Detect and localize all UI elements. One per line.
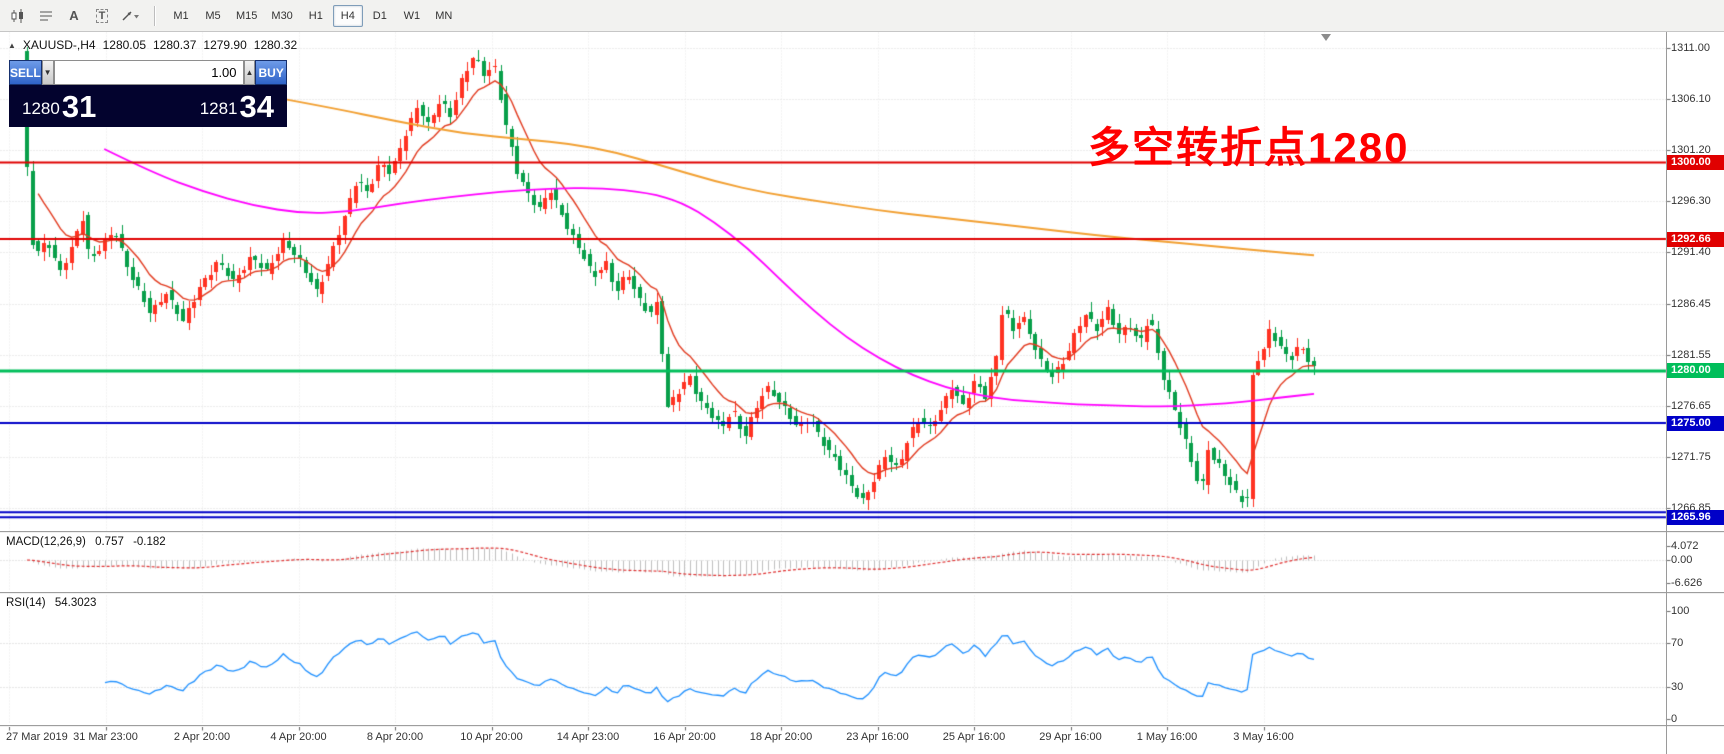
time-axis-label: 16 Apr 20:00 <box>653 731 716 743</box>
price-axis-label: 1306.10 <box>1671 93 1711 106</box>
price-line-tag: 1280.00 <box>1667 363 1724 379</box>
ohlc-low: 1279.90 <box>203 38 247 52</box>
macd-axis-label: 0.00 <box>1671 554 1693 566</box>
macd-panel-separator[interactable] <box>0 531 1724 533</box>
price-line-tag: 1292.66 <box>1667 231 1724 247</box>
lot-decrease-button[interactable]: ▼ <box>41 60 54 85</box>
time-axis-label: 4 Apr 20:00 <box>270 731 327 743</box>
arrows-tool-icon[interactable] <box>117 4 143 28</box>
price-axis-label: 1311.00 <box>1671 42 1710 54</box>
rsi-axis-label: 100 <box>1671 605 1690 617</box>
macd-name: MACD(12,26,9) <box>6 536 86 548</box>
time-axis-label: 8 Apr 20:00 <box>366 731 424 743</box>
expand-ohlc-toggle[interactable]: ▲ <box>8 40 16 50</box>
macd-axis-label: 4.072 <box>1671 539 1699 552</box>
time-axis-label: 27 Mar 2019 <box>6 731 68 743</box>
timeframe-d1[interactable]: D1 <box>372 9 387 22</box>
timeframe-m1[interactable]: M1 <box>173 9 189 22</box>
symbol-period: XAUUSD-,H4 <box>22 38 96 52</box>
chart-shift-marker <box>1321 34 1331 41</box>
rsi-value: 54.3023 <box>54 597 97 609</box>
rsi-axis-label: 0 <box>1671 713 1678 725</box>
ohlc-open: 1280.05 <box>102 38 146 52</box>
macd-axis-label: -6.626 <box>1671 576 1703 589</box>
time-axis-label: 29 Apr 16:00 <box>1039 731 1102 743</box>
rsi-panel-separator[interactable] <box>0 592 1724 594</box>
price-line-tag: 1265.96 <box>1667 509 1724 525</box>
lot-increase-button[interactable]: ▲ <box>243 60 256 85</box>
time-axis-label: 2 Apr 20:00 <box>173 731 231 743</box>
time-axis-label: 23 Apr 16:00 <box>846 731 909 743</box>
macd-indicator-label: MACD(12,26,9) 0.757 -0.182 <box>6 536 172 548</box>
ask-price: 1281 34 <box>200 91 274 122</box>
ask-main-digits: 1281 <box>199 99 238 118</box>
macd-signal-value: -0.182 <box>133 536 166 548</box>
time-axis-label: 14 Apr 23:00 <box>556 731 620 743</box>
time-axis-label: 3 May 16:00 <box>1233 731 1294 743</box>
timeframe-h1[interactable]: H1 <box>308 9 323 22</box>
trade-controls-row: SELL ▼ ▲ BUY <box>9 60 287 85</box>
timeframe-m5[interactable]: M5 <box>205 9 221 22</box>
rsi-indicator-label: RSI(14) 54.3023 <box>6 597 102 609</box>
price-axis-label: 1281.55 <box>1671 348 1711 361</box>
time-axis-label: 1 May 16:00 <box>1136 731 1198 743</box>
price-axis-label: 1301.20 <box>1671 144 1711 157</box>
chart-annotation: 多空转折点1280 <box>1088 124 1410 171</box>
price-axis-label: 1286.45 <box>1671 297 1711 310</box>
one-click-trading-panel: SELL ▼ ▲ BUY 1280 31 1281 34 <box>9 60 287 127</box>
price-axis-label: 1276.65 <box>1671 399 1711 412</box>
ask-big-digits: 34 <box>239 88 274 124</box>
buy-button[interactable]: BUY <box>255 60 287 85</box>
time-axis-label: 18 Apr 20:00 <box>749 731 813 743</box>
rsi-name: RSI(14) <box>6 597 46 609</box>
time-axis-label: 31 Mar 23:00 <box>73 731 138 743</box>
timeframe-mn[interactable]: MN <box>435 9 453 22</box>
timeframe-w1[interactable]: W1 <box>403 9 421 22</box>
timeframe-group: M1 M5 M15 M30 H1 H4 D1 W1 MN <box>166 4 459 27</box>
macd-main-value: 0.757 <box>95 536 124 548</box>
candlestick-chart-icon[interactable] <box>5 4 31 28</box>
text-label-icon[interactable]: T <box>89 4 115 28</box>
chart-canvas[interactable] <box>0 32 1724 754</box>
timeframe-m30[interactable]: M30 <box>271 9 293 22</box>
candlestick-glyph <box>11 8 23 23</box>
ohlc-close: 1280.32 <box>253 38 298 52</box>
chart-header: ▲ XAUUSD-,H4 1280.05 1280.37 1279.90 128… <box>8 38 304 52</box>
sell-button[interactable]: SELL <box>9 60 42 85</box>
chart-objects-icon[interactable] <box>33 4 59 28</box>
rsi-axis-label: 70 <box>1671 637 1684 650</box>
price-axis-separator[interactable] <box>1666 32 1667 754</box>
lot-size-input[interactable] <box>53 60 244 85</box>
time-axis-label: 25 Apr 16:00 <box>942 731 1006 743</box>
text-annotation-glyph: A <box>69 8 79 23</box>
ohlc-high: 1280.37 <box>153 38 197 52</box>
price-axis-label: 1296.30 <box>1671 195 1711 208</box>
bid-main-digits: 1280 <box>22 99 60 118</box>
toolbar: A T M1 M5 M15 M30 H1 H4 D1 W1 MN <box>0 0 1724 32</box>
time-axis-separator[interactable] <box>0 725 1724 727</box>
text-label-glyph: T <box>95 8 109 23</box>
price-line-tag: 1300.00 <box>1667 155 1724 171</box>
price-axis-label: 1291.40 <box>1671 246 1711 259</box>
toolbar-separator <box>154 5 155 26</box>
lines-glyph <box>40 11 52 20</box>
quote-display: 1280 31 1281 34 <box>9 85 287 127</box>
price-line-tag: 1275.00 <box>1667 415 1724 431</box>
rsi-axis-label: 30 <box>1671 680 1684 693</box>
arrow-glyph <box>122 10 139 21</box>
timeframe-m15[interactable]: M15 <box>236 9 258 22</box>
bid-big-digits: 31 <box>61 88 97 124</box>
price-axis-label: 1271.75 <box>1671 450 1711 463</box>
time-axis-label: 10 Apr 20:00 <box>460 731 523 743</box>
timeframe-h4[interactable]: H4 <box>332 4 363 27</box>
bid-price: 1280 31 <box>22 91 96 122</box>
text-annotation-icon[interactable]: A <box>61 4 87 28</box>
